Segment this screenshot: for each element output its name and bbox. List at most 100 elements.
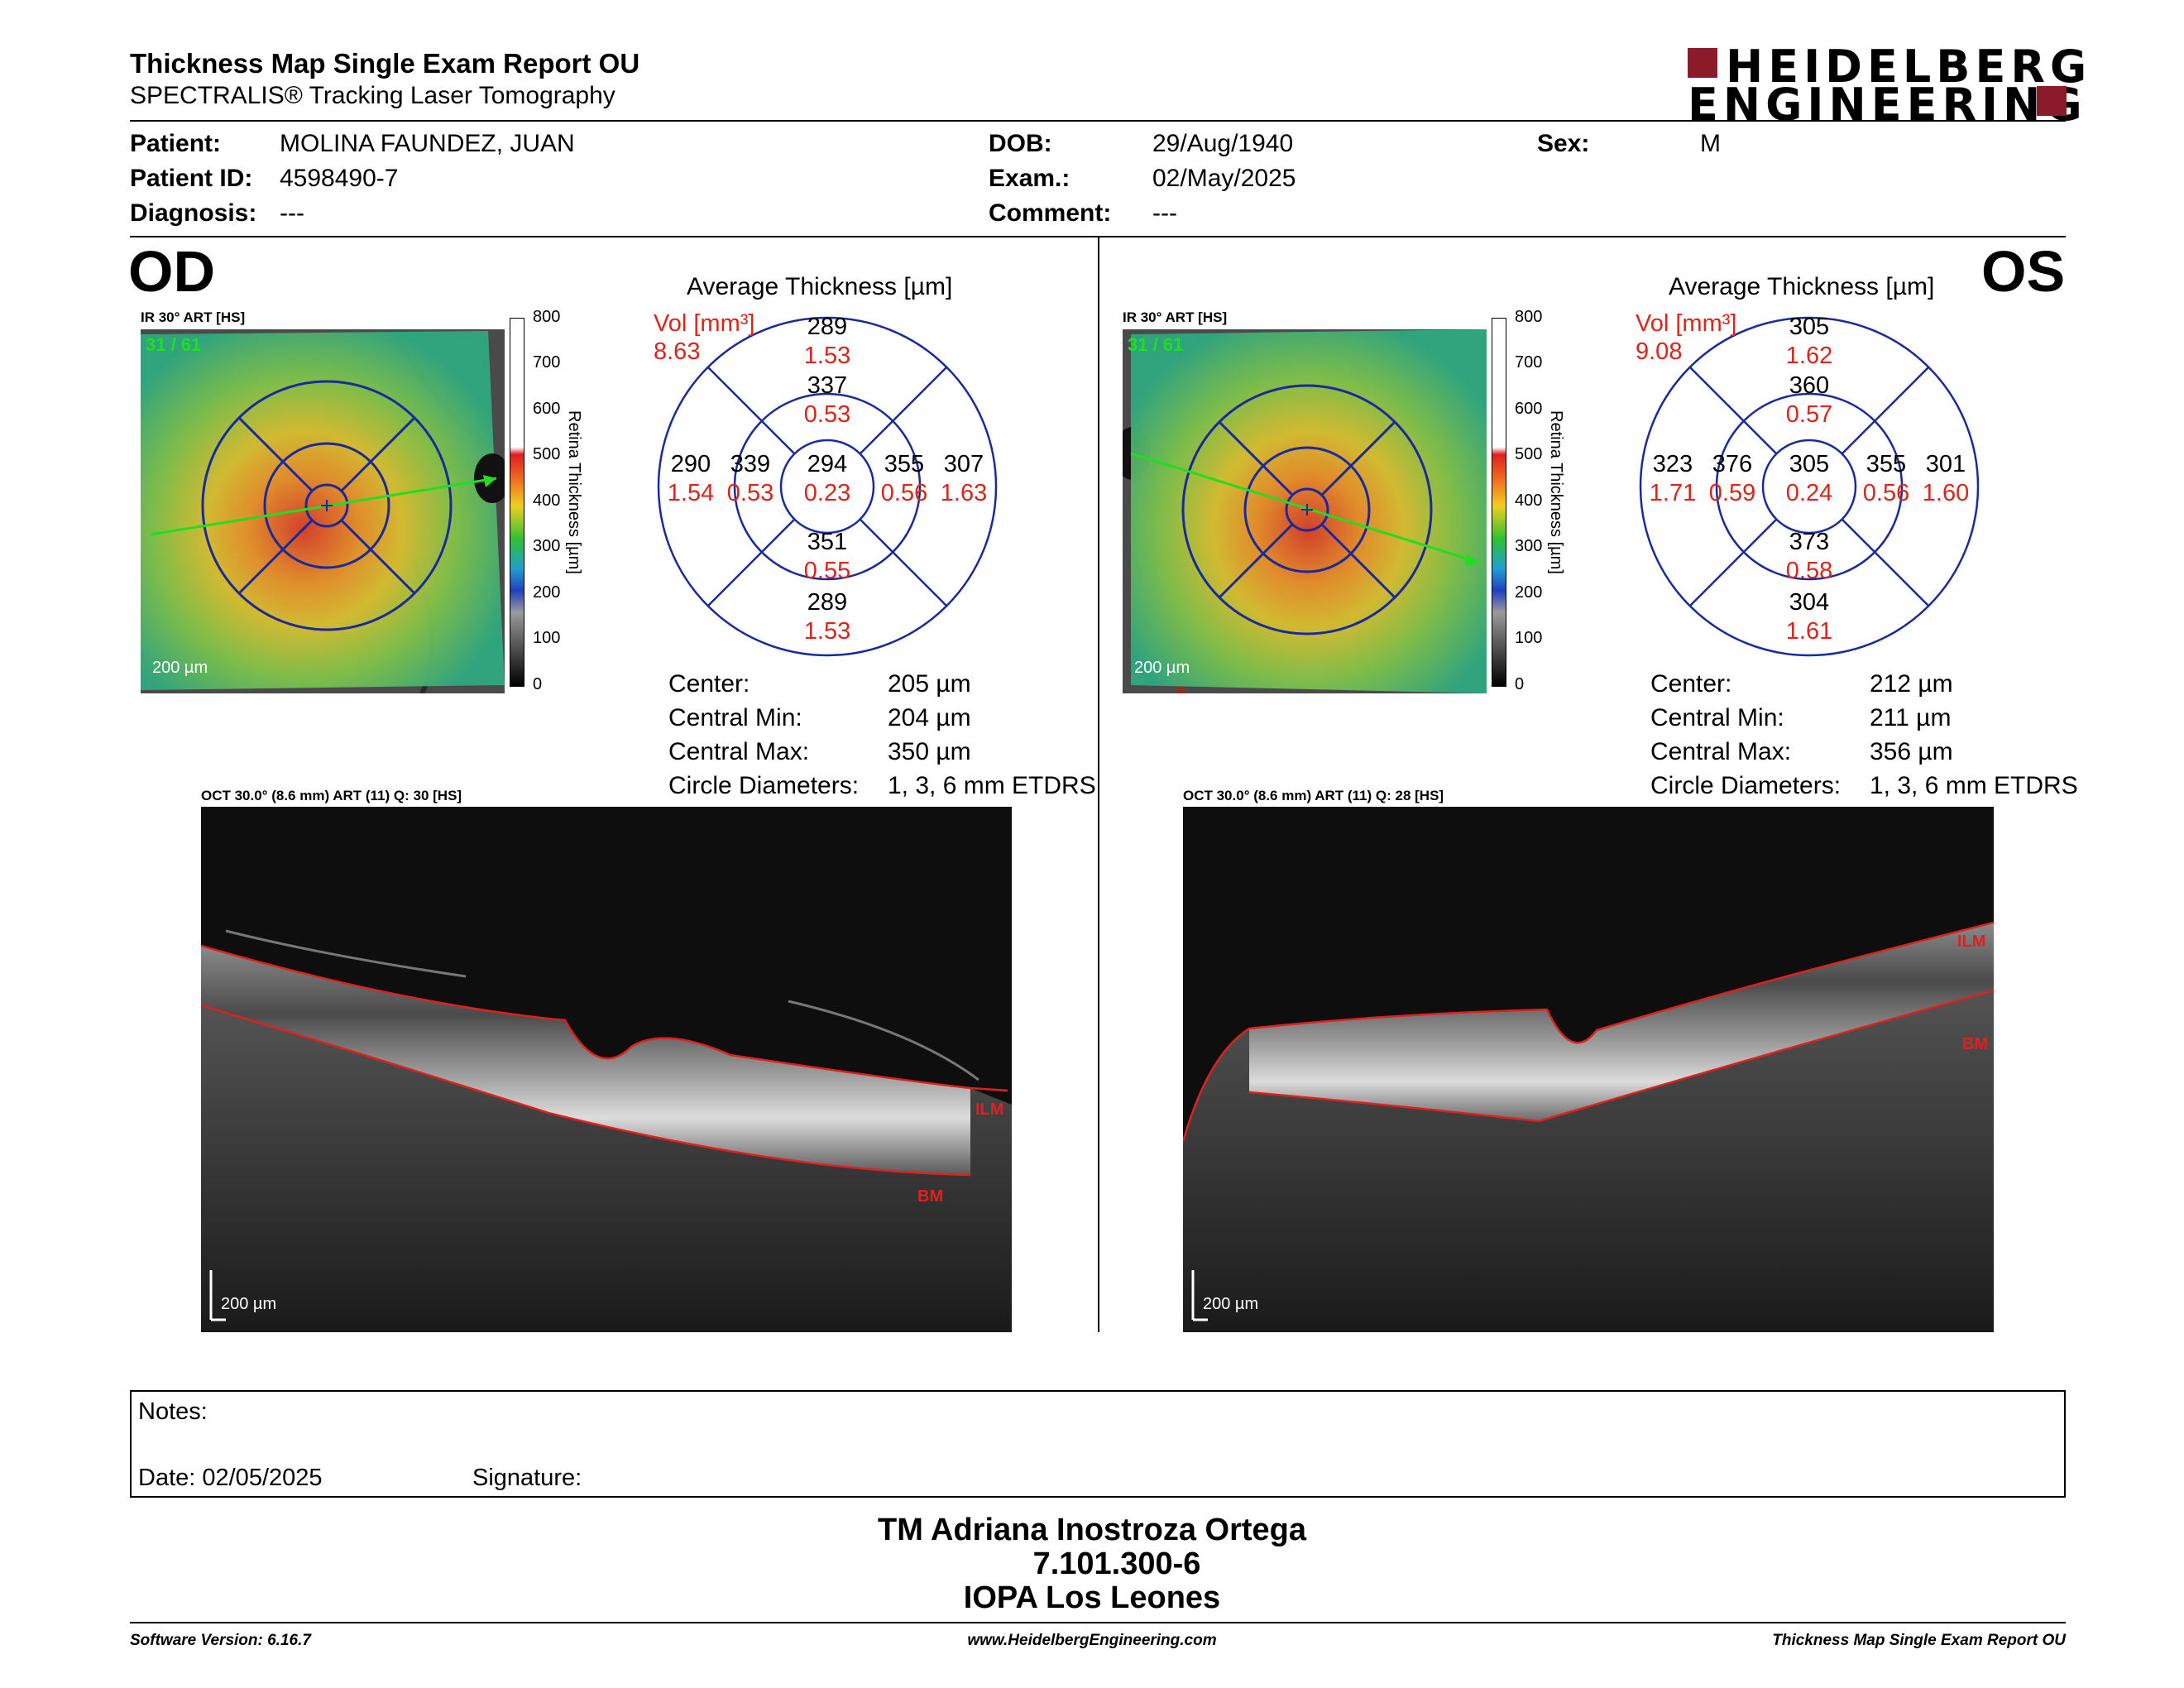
od-avg-title: Average Thickness [µm]: [687, 273, 953, 300]
os-min-label: Central Min:: [1650, 704, 1784, 731]
thickness-value: 373: [1789, 529, 1830, 555]
od-center-value: 205 µm: [888, 670, 971, 698]
od-colorbar: 800 700 600 500 400 300 200 100 0 Retina…: [510, 308, 584, 693]
thickness-value: 289: [807, 589, 848, 616]
os-vol-value: 9.08: [1636, 338, 1683, 365]
od-colorbar-tick: 600: [533, 400, 561, 418]
os-vol: Vol [mm³] 9.08: [1636, 309, 1736, 366]
od-ir-caption: IR 30° ART [HS]: [141, 309, 246, 325]
od-colorbar-gradient: [510, 318, 524, 687]
signer-clinic: IOPA Los Leones: [963, 1580, 1221, 1615]
od-bm-label: BM: [917, 1187, 944, 1206]
volume-value: 0.56: [1862, 480, 1910, 506]
os-colorbar-gradient: [1492, 318, 1506, 687]
od-vol-value: 8.63: [654, 338, 701, 365]
os-max-label: Central Max:: [1650, 738, 1792, 765]
thickness-value: 290: [670, 451, 711, 477]
notes-label: Notes:: [138, 1398, 208, 1425]
od-oct-scan: ILM BM 200 µm: [201, 807, 1012, 1332]
od-colorbar-tick: 0: [533, 675, 543, 693]
volume-value: 1.60: [1922, 480, 1970, 506]
od-oct-scale: 200 µm: [221, 1295, 277, 1313]
thickness-value: 305: [1789, 451, 1830, 477]
od-sector-center: 294 0.23: [794, 450, 860, 508]
signer-name: TM Adriana Inostroza Ortega: [878, 1513, 1306, 1547]
os-max-value: 356 µm: [1870, 738, 1953, 765]
patient-rule: [130, 236, 2066, 237]
volume-value: 0.23: [803, 480, 851, 506]
os-colorbar-label: Retina Thickness [µm]: [1547, 410, 1565, 574]
thickness-value: 360: [1789, 372, 1830, 399]
volume-value: 0.57: [1785, 401, 1833, 428]
od-colorbar-tick: 300: [533, 537, 561, 555]
volume-value: 1.71: [1649, 480, 1697, 506]
os-sector-inner-bottom: 373 0.58: [1776, 528, 1842, 586]
diagnosis-value: ---: [280, 199, 304, 227]
volume-value: 0.58: [1785, 558, 1833, 584]
exam-label: Exam.:: [989, 165, 1070, 192]
footer-report-name: Thickness Map Single Exam Report OU: [1772, 1632, 2066, 1649]
thickness-value: 301: [1925, 451, 1966, 477]
center-divider: [1098, 237, 1099, 1332]
exam-value: 02/May/2025: [1152, 165, 1296, 192]
od-sector-inner-right: 355 0.56: [871, 450, 937, 508]
os-sector-outer-right: 301 1.60: [1913, 450, 1979, 508]
notes-box[interactable]: Notes: Date: 02/05/2025 Signature:: [130, 1390, 2066, 1498]
volume-value: 1.54: [667, 480, 715, 506]
os-colorbar-tick: 300: [1515, 537, 1543, 555]
od-sector-inner-bottom: 351 0.55: [794, 528, 860, 586]
os-sector-inner-left: 376 0.59: [1699, 450, 1765, 508]
od-colorbar-label: Retina Thickness [µm]: [565, 410, 583, 574]
thickness-value: 294: [807, 451, 848, 477]
footer-rule: [130, 1622, 2066, 1623]
os-oct-scan: ILM BM 200 µm: [1183, 807, 1994, 1332]
os-diam-label: Circle Diameters:: [1650, 772, 1842, 799]
thickness-value: 337: [807, 372, 848, 399]
os-colorbar-tick: 100: [1515, 629, 1543, 647]
thickness-value: 307: [943, 451, 984, 477]
os-sector-outer-bottom: 304 1.61: [1776, 588, 1842, 646]
od-colorbar-tick: 100: [533, 629, 561, 647]
od-colorbar-tick: 800: [533, 308, 561, 326]
volume-value: 1.62: [1785, 343, 1833, 369]
od-min-label: Central Min:: [668, 704, 802, 731]
os-center-value: 212 µm: [1870, 670, 1953, 698]
sex-label: Sex:: [1537, 130, 1590, 157]
od-sector-inner-left: 339 0.53: [717, 450, 783, 508]
os-sector-outer-top: 305 1.62: [1776, 313, 1842, 371]
os-vol-label: Vol [mm³]: [1636, 310, 1737, 337]
os-colorbar-tick: 600: [1515, 400, 1543, 418]
report-title: Thickness Map Single Exam Report OU: [130, 48, 640, 79]
od-colorbar-tick: 400: [533, 492, 561, 510]
patient-id-label: Patient ID:: [130, 165, 253, 192]
od-min-value: 204 µm: [888, 704, 971, 731]
os-sector-inner-top: 360 0.57: [1776, 372, 1842, 429]
od-etdrs-grid: [654, 313, 1001, 660]
volume-value: 0.59: [1708, 480, 1756, 506]
od-vol-label: Vol [mm³]: [654, 310, 755, 337]
volume-value: 0.24: [1785, 480, 1833, 506]
od-sector-outer-top: 289 1.53: [794, 313, 860, 371]
website-link[interactable]: www.HeidelbergEngineering.com: [967, 1632, 1217, 1649]
od-max-label: Central Max:: [668, 738, 810, 765]
od-colorbar-tick: 700: [533, 353, 561, 372]
patient-value: MOLINA FAUNDEZ, JUAN: [280, 130, 575, 157]
od-sector-outer-right: 307 1.63: [931, 450, 997, 508]
patient-label: Patient:: [130, 130, 222, 157]
logo-square-icon: [1688, 48, 1717, 78]
os-sector-center: 305 0.24: [1776, 450, 1842, 508]
od-diam-label: Circle Diameters:: [668, 772, 860, 799]
diagnosis-label: Diagnosis:: [130, 199, 257, 227]
volume-value: 1.53: [803, 618, 851, 645]
od-vol: Vol [mm³] 8.63: [654, 309, 754, 366]
os-oct-scale: 200 µm: [1203, 1295, 1259, 1313]
sex-value: M: [1700, 130, 1721, 157]
thickness-value: 305: [1789, 314, 1830, 340]
volume-value: 0.53: [726, 480, 774, 506]
os-colorbar-tick: 700: [1515, 353, 1543, 372]
os-diam-value: 1, 3, 6 mm ETDRS: [1870, 772, 2078, 799]
os-colorbar-tick: 400: [1515, 492, 1543, 510]
logo-square-icon: [2037, 86, 2067, 116]
os-frame-counter: 31 / 61: [1128, 334, 1184, 355]
od-ilm-label: ILM: [975, 1101, 1004, 1119]
